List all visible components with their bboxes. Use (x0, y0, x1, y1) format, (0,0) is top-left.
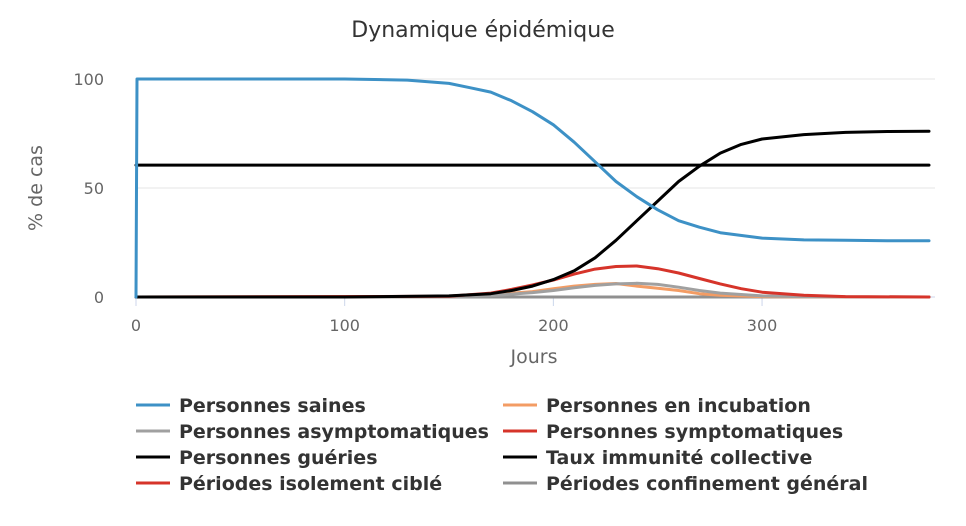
y-axis-title: % de cas (25, 145, 47, 231)
legend-item[interactable]: Personnes symptomatiques (503, 421, 843, 443)
series-line-4 (134, 129, 931, 299)
x-tick-label: 100 (329, 316, 360, 335)
legend-label: Taux immunité collective (546, 447, 812, 469)
legend-item[interactable]: Personnes guéries (136, 447, 378, 469)
series-line-0 (134, 77, 931, 299)
legend-item[interactable]: Personnes saines (136, 395, 366, 417)
legend-label: Personnes symptomatiques (546, 421, 843, 443)
series-line-2 (134, 281, 931, 299)
legend-label: Personnes asymptomatiques (179, 421, 489, 443)
chart-title: Dynamique épidémique (351, 18, 614, 43)
x-tick-label: 200 (538, 316, 569, 335)
legend-label: Périodes isolement ciblé (179, 473, 442, 495)
y-tick-label: 0 (94, 288, 104, 307)
legend-label: Personnes en incubation (546, 395, 811, 417)
x-axis-title: Jours (510, 346, 558, 368)
legend-item[interactable]: Personnes asymptomatiques (136, 421, 489, 443)
legend: Personnes saines Personnes en incubation P… (136, 395, 868, 495)
legend-label: Personnes saines (179, 395, 366, 417)
x-axis-ticks: 0 100 200 300 (131, 296, 935, 335)
y-axis-ticks: 0 50 100 (73, 70, 104, 307)
legend-label: Personnes guéries (179, 447, 378, 469)
legend-item[interactable]: Personnes en incubation (503, 395, 811, 417)
x-tick-label: 300 (747, 316, 778, 335)
grid (136, 78, 935, 298)
legend-label: Périodes confinement général (546, 473, 868, 495)
legend-item[interactable]: Taux immunité collective (503, 447, 812, 469)
x-tick-label: 0 (131, 316, 141, 335)
legend-item[interactable]: Périodes isolement ciblé (136, 473, 442, 495)
legend-item[interactable]: Périodes confinement général (503, 473, 868, 495)
y-tick-label: 50 (84, 179, 104, 198)
series-lines (134, 77, 931, 299)
y-tick-label: 100 (73, 70, 104, 89)
